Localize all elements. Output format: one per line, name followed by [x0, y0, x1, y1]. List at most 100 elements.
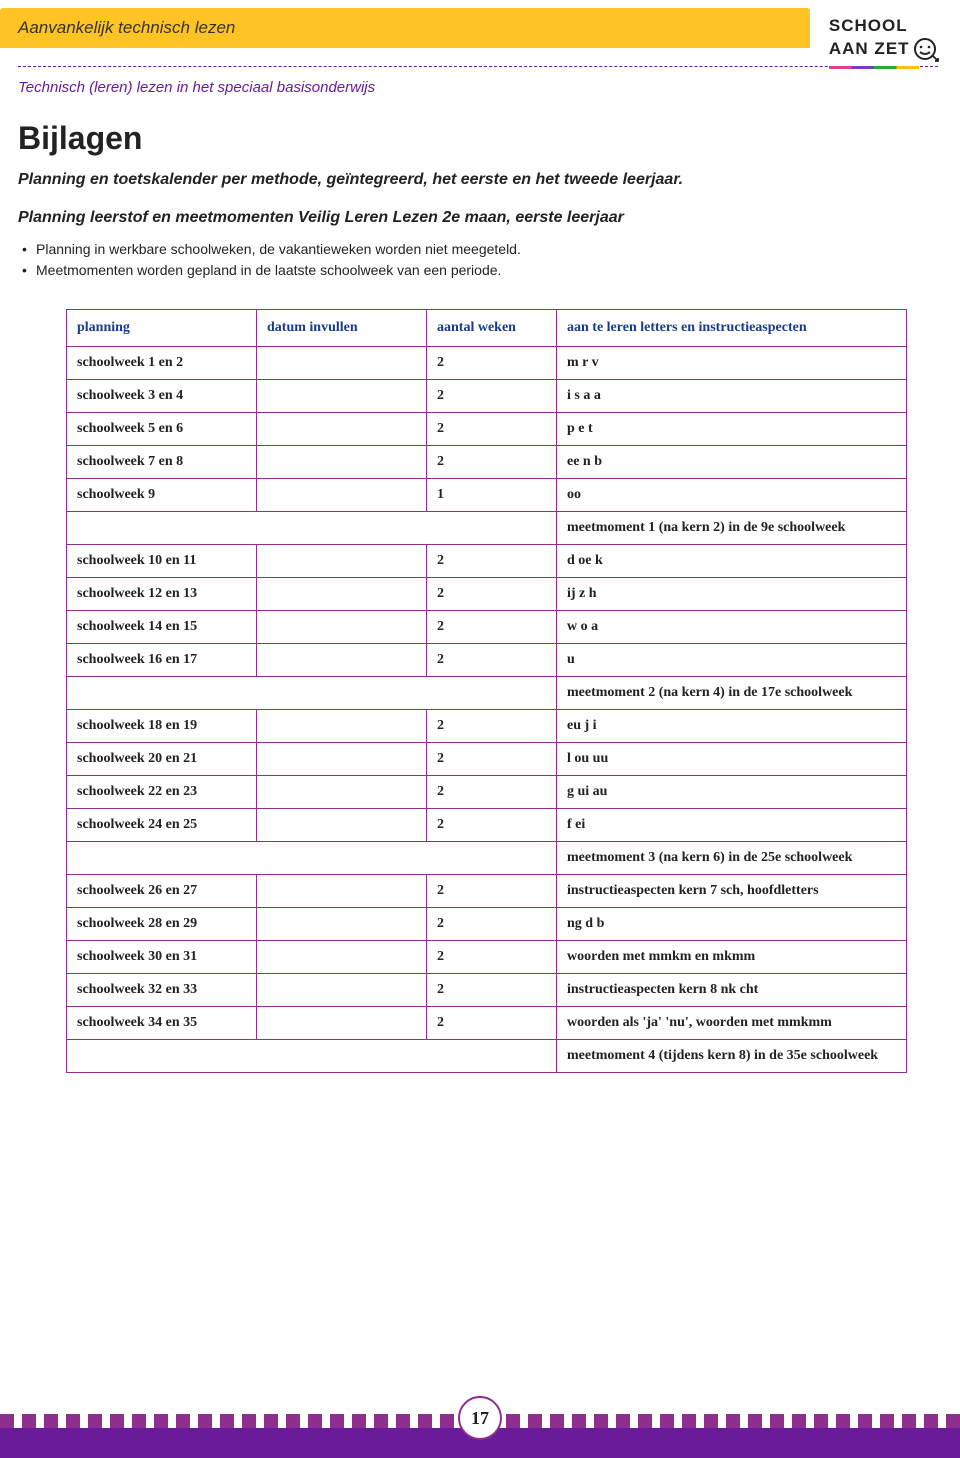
table-cell-meetmoment: meetmoment 2 (na kern 4) in de 17e schoo…: [557, 677, 907, 710]
table-cell: [257, 776, 427, 809]
table-cell: [257, 347, 427, 380]
table-row: schoolweek 16 en 172u: [67, 644, 907, 677]
col-header-planning: planning: [67, 310, 257, 347]
table-row: schoolweek 24 en 252f ei: [67, 809, 907, 842]
table-cell: schoolweek 18 en 19: [67, 710, 257, 743]
logo-color-bar: [829, 66, 919, 69]
table-cell: schoolweek 3 en 4: [67, 380, 257, 413]
table-cell: l ou uu: [557, 743, 907, 776]
table-cell: w o a: [557, 611, 907, 644]
table-cell: 2: [427, 908, 557, 941]
page-number: 17: [471, 1408, 489, 1429]
table-cell: 2: [427, 875, 557, 908]
table-row: schoolweek 14 en 152w o a: [67, 611, 907, 644]
table-row: meetmoment 4 (tijdens kern 8) in de 35e …: [67, 1040, 907, 1073]
table-row: schoolweek 10 en 112d oe k: [67, 545, 907, 578]
page-number-badge: 17: [458, 1396, 502, 1440]
table-cell: schoolweek 22 en 23: [67, 776, 257, 809]
table-cell: ee n b: [557, 446, 907, 479]
table-cell: [257, 380, 427, 413]
table-cell: woorden met mmkm en mkmm: [557, 941, 907, 974]
table-cell: [257, 1007, 427, 1040]
table-row: schoolweek 9 1oo: [67, 479, 907, 512]
table-cell: [257, 908, 427, 941]
col-header-datum: datum invullen: [257, 310, 427, 347]
col-header-weken: aantal weken: [427, 310, 557, 347]
table-cell: 2: [427, 776, 557, 809]
planning-table: planning datum invullen aantal weken aan…: [66, 309, 907, 1073]
table-cell: eu j i: [557, 710, 907, 743]
table-cell: [257, 446, 427, 479]
table-cell: [257, 611, 427, 644]
table-cell: 2: [427, 380, 557, 413]
table-cell: schoolweek 9: [67, 479, 257, 512]
table-cell-meetmoment: meetmoment 1 (na kern 2) in de 9e school…: [557, 512, 907, 545]
table-cell: 2: [427, 974, 557, 1007]
table-cell: f ei: [557, 809, 907, 842]
table-row: schoolweek 34 en 352woorden als 'ja' 'nu…: [67, 1007, 907, 1040]
table-cell: [257, 545, 427, 578]
col-header-letters: aan te leren letters en instructieaspect…: [557, 310, 907, 347]
table-cell: [257, 809, 427, 842]
table-cell: schoolweek 34 en 35: [67, 1007, 257, 1040]
table-cell: schoolweek 1 en 2: [67, 347, 257, 380]
table-cell: oo: [557, 479, 907, 512]
table-row: schoolweek 12 en 132ij z h: [67, 578, 907, 611]
table-cell: 1: [427, 479, 557, 512]
table-cell-meetmoment: meetmoment 4 (tijdens kern 8) in de 35e …: [557, 1040, 907, 1073]
table-cell: 2: [427, 611, 557, 644]
lead-text: Planning en toetskalender per methode, g…: [18, 171, 902, 189]
divider: [18, 66, 938, 67]
table-cell: [257, 941, 427, 974]
table-row: meetmoment 2 (na kern 4) in de 17e schoo…: [67, 677, 907, 710]
table-cell: i s a a: [557, 380, 907, 413]
table-row: schoolweek 18 en 192eu j i: [67, 710, 907, 743]
table-cell: 2: [427, 347, 557, 380]
table-cell-meetmoment: meetmoment 3 (na kern 6) in de 25e schoo…: [557, 842, 907, 875]
table-cell: 2: [427, 941, 557, 974]
table-row: meetmoment 1 (na kern 2) in de 9e school…: [67, 512, 907, 545]
table-cell: [257, 479, 427, 512]
table-cell: [257, 578, 427, 611]
table-cell: schoolweek 26 en 27: [67, 875, 257, 908]
table-cell: schoolweek 5 en 6: [67, 413, 257, 446]
table-row: schoolweek 1 en 22m r v: [67, 347, 907, 380]
table-cell: schoolweek 20 en 21: [67, 743, 257, 776]
table-cell: 2: [427, 743, 557, 776]
table-cell: g ui au: [557, 776, 907, 809]
table-cell: schoolweek 7 en 8: [67, 446, 257, 479]
table-cell-blank: [67, 512, 557, 545]
table-cell-blank: [67, 1040, 557, 1073]
subhead: Technisch (leren) lezen in het speciaal …: [18, 79, 902, 96]
table-cell-blank: [67, 842, 557, 875]
header-banner: Aanvankelijk technisch lezen: [0, 8, 810, 48]
table-cell: schoolweek 32 en 33: [67, 974, 257, 1007]
page-title: Bijlagen: [18, 120, 902, 157]
table-row: schoolweek 5 en 62p e t: [67, 413, 907, 446]
table-cell: [257, 875, 427, 908]
table-cell: schoolweek 10 en 11: [67, 545, 257, 578]
table-cell: 2: [427, 809, 557, 842]
table-cell: schoolweek 16 en 17: [67, 644, 257, 677]
logo: SCHOOL AAN ZET: [829, 16, 940, 69]
table-cell-blank: [67, 677, 557, 710]
table-cell: ij z h: [557, 578, 907, 611]
table-row: schoolweek 32 en 332instructieaspecten k…: [67, 974, 907, 1007]
table-cell: instructieaspecten kern 7 sch, hoofdlett…: [557, 875, 907, 908]
table-row: schoolweek 3 en 4 2i s a a: [67, 380, 907, 413]
table-row: schoolweek 28 en 292ng d b: [67, 908, 907, 941]
logo-smiley-icon: [912, 36, 940, 64]
table-cell: 2: [427, 446, 557, 479]
table-cell: 2: [427, 578, 557, 611]
table-row: schoolweek 20 en 21 2l ou uu: [67, 743, 907, 776]
table-cell: [257, 413, 427, 446]
logo-line1: SCHOOL: [829, 16, 940, 36]
section-title: Planning leerstof en meetmomenten Veilig…: [18, 209, 902, 227]
table-row: schoolweek 7 en 8 2ee n b: [67, 446, 907, 479]
table-row: meetmoment 3 (na kern 6) in de 25e schoo…: [67, 842, 907, 875]
bullet-list: Planning in werkbare schoolweken, de vak…: [18, 239, 902, 281]
table-row: schoolweek 30 en 312woorden met mmkm en …: [67, 941, 907, 974]
table-cell: 2: [427, 1007, 557, 1040]
bullet-item: Meetmomenten worden gepland in de laatst…: [18, 260, 902, 281]
logo-line2: AAN ZET: [829, 39, 910, 59]
